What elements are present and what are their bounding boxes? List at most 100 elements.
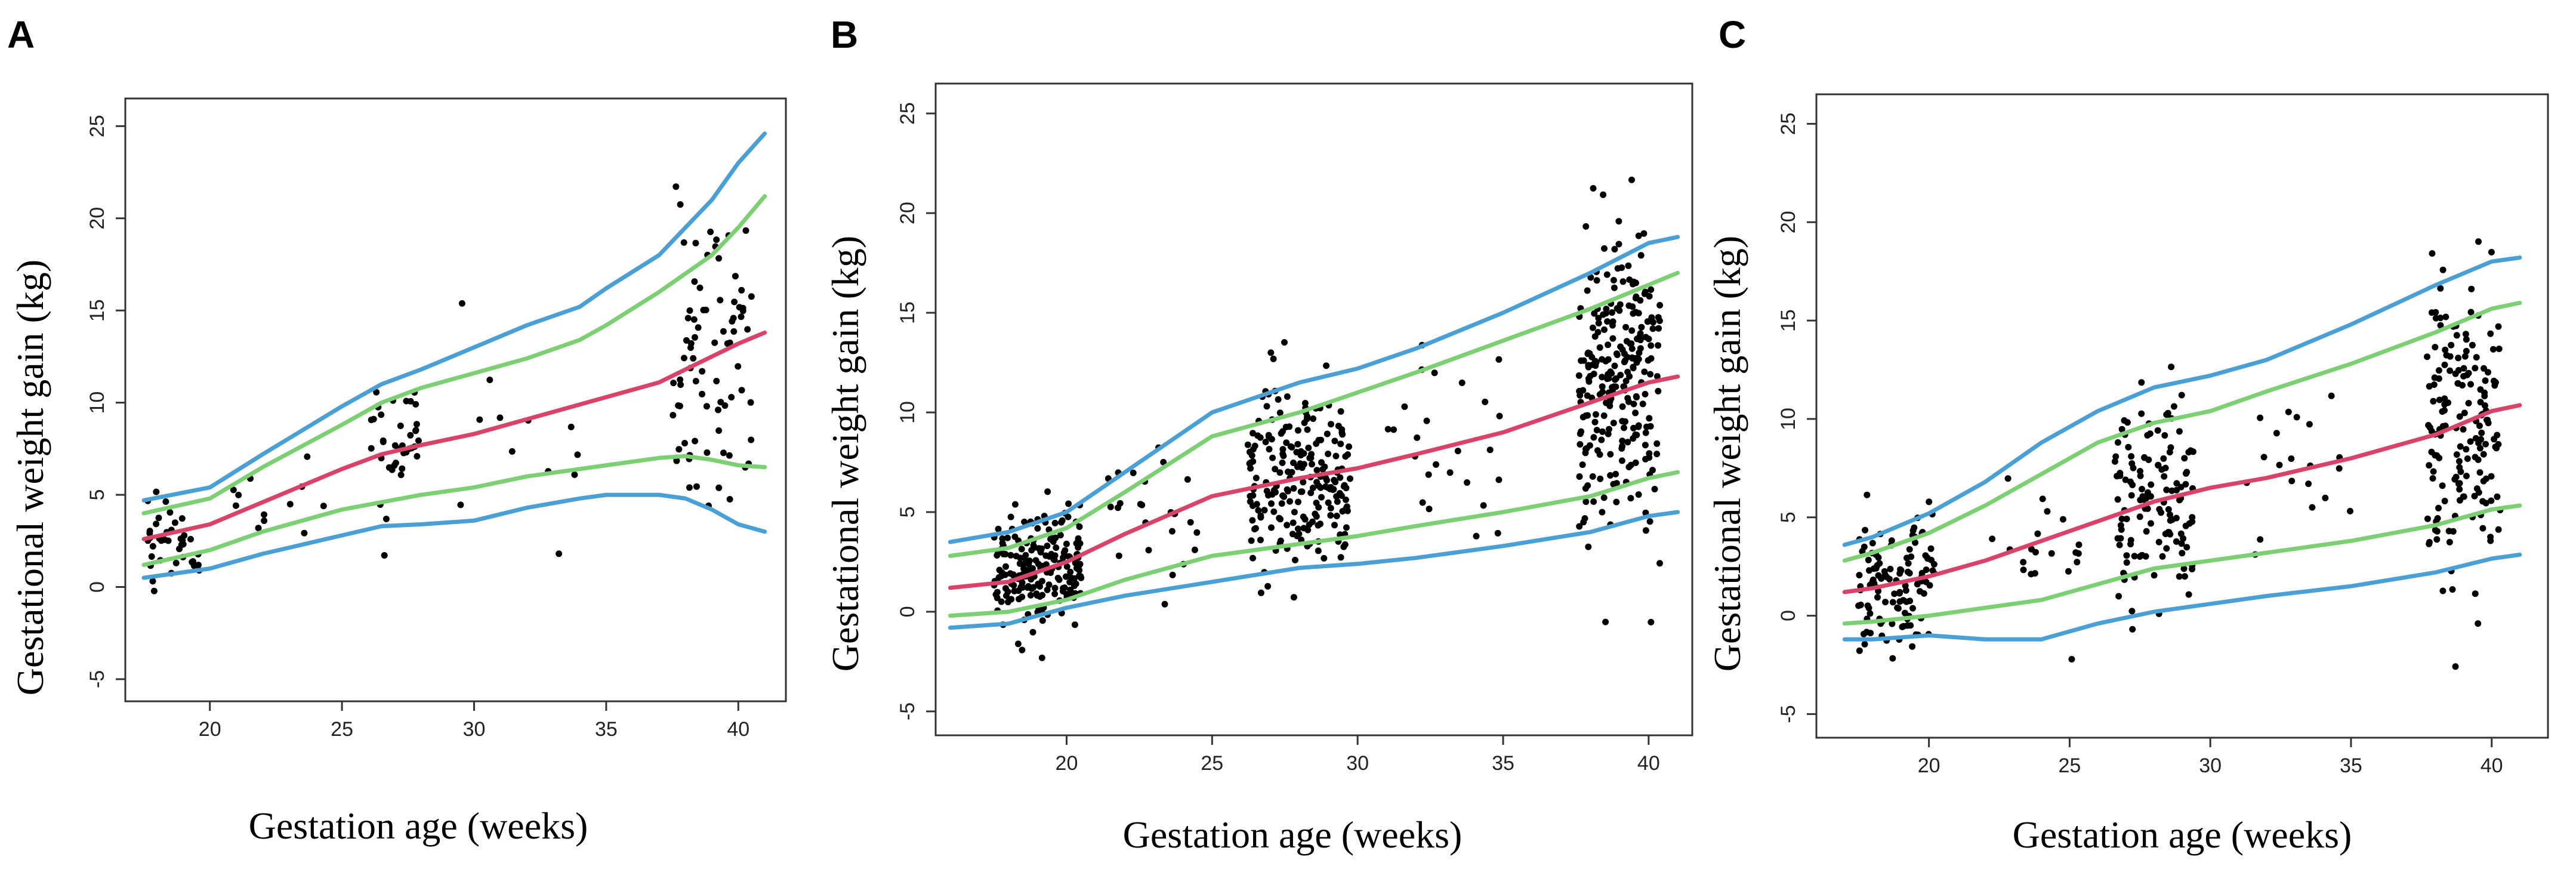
data-point	[1591, 418, 1599, 426]
data-point	[1646, 415, 1653, 422]
data-point	[2147, 493, 2154, 500]
data-point	[1611, 362, 1618, 369]
data-point	[1870, 565, 1877, 572]
data-point	[1628, 340, 1635, 347]
data-point	[1334, 498, 1341, 505]
data-point	[700, 307, 707, 313]
data-point	[2463, 336, 2470, 343]
data-point	[2462, 331, 2469, 338]
data-point	[392, 460, 399, 467]
data-point	[1007, 513, 1014, 520]
data-point	[1613, 498, 1620, 506]
data-point	[1010, 572, 1017, 579]
data-point	[693, 483, 700, 490]
data-point	[715, 427, 723, 434]
data-point	[683, 337, 690, 344]
data-point	[1318, 494, 1325, 501]
data-point	[2480, 451, 2487, 458]
data-point	[1265, 432, 1272, 439]
data-point	[1580, 519, 1587, 526]
data-point	[720, 449, 727, 457]
data-point	[2114, 439, 2121, 446]
data-point	[2467, 309, 2475, 316]
data-point	[2075, 541, 2083, 548]
data-point	[2161, 432, 2168, 439]
data-point	[2481, 365, 2487, 372]
data-point	[699, 390, 705, 397]
data-point	[2158, 509, 2164, 516]
data-point	[1160, 458, 1167, 466]
data-point	[2465, 400, 2472, 406]
data-point	[2487, 330, 2494, 337]
data-point	[2163, 411, 2170, 418]
data-point	[748, 436, 755, 443]
data-point	[2456, 486, 2463, 493]
data-point	[403, 397, 410, 405]
data-point	[413, 421, 420, 428]
data-point	[1342, 453, 1349, 460]
data-point	[1642, 334, 1649, 341]
data-point	[2173, 514, 2180, 522]
data-point	[2432, 344, 2439, 351]
data-point	[2463, 473, 2470, 479]
data-point	[457, 501, 464, 509]
data-point	[1454, 448, 1461, 455]
data-point	[1266, 446, 1273, 453]
data-point	[378, 411, 385, 418]
data-point	[1894, 604, 1901, 611]
data-point	[1276, 409, 1284, 417]
data-point	[2123, 559, 2130, 566]
data-point	[1912, 539, 1918, 546]
data-point	[1605, 375, 1612, 382]
data-point	[1004, 588, 1011, 595]
data-point	[1494, 529, 1501, 537]
data-point	[1856, 572, 1863, 579]
data-point	[1861, 543, 1868, 550]
data-point	[486, 377, 493, 383]
y-tick-label: -5	[1777, 705, 1800, 723]
data-point	[1002, 563, 1009, 570]
data-point	[692, 334, 698, 341]
data-point	[2442, 313, 2449, 321]
data-point	[2463, 446, 2470, 453]
data-point	[2471, 492, 2478, 500]
data-point	[1653, 373, 1661, 380]
data-point	[1593, 427, 1600, 434]
data-point	[149, 578, 156, 585]
data-point	[2020, 559, 2027, 566]
data-point	[397, 423, 404, 429]
data-point	[1026, 557, 1033, 565]
data-point	[1309, 518, 1316, 525]
data-point	[153, 488, 160, 495]
data-point	[738, 387, 745, 394]
data-point	[1054, 575, 1062, 581]
data-point	[165, 537, 172, 544]
data-point	[187, 535, 194, 543]
data-point	[1583, 445, 1590, 452]
data-point	[195, 562, 202, 569]
data-point	[1906, 546, 1913, 553]
data-point	[677, 376, 684, 383]
data-point	[1051, 519, 1059, 526]
data-point	[1589, 324, 1596, 331]
curve-p5	[948, 510, 1680, 630]
curve-p10	[141, 454, 767, 567]
data-point	[1279, 492, 1287, 499]
data-point	[2123, 516, 2130, 522]
data-point	[1067, 586, 1074, 593]
data-point	[1011, 501, 1019, 508]
data-point	[2128, 460, 2136, 467]
data-point	[1653, 440, 1661, 447]
data-point	[1646, 518, 1653, 525]
data-point	[556, 550, 563, 557]
data-point	[1604, 318, 1611, 325]
data-point	[1579, 387, 1587, 394]
data-point	[1169, 571, 1176, 578]
data-point	[1304, 413, 1311, 420]
data-point	[1610, 420, 1617, 427]
data-point	[1633, 393, 1640, 400]
data-point	[736, 304, 743, 311]
data-point	[1279, 459, 1286, 466]
data-point	[1655, 342, 1662, 349]
data-point	[2473, 485, 2481, 492]
